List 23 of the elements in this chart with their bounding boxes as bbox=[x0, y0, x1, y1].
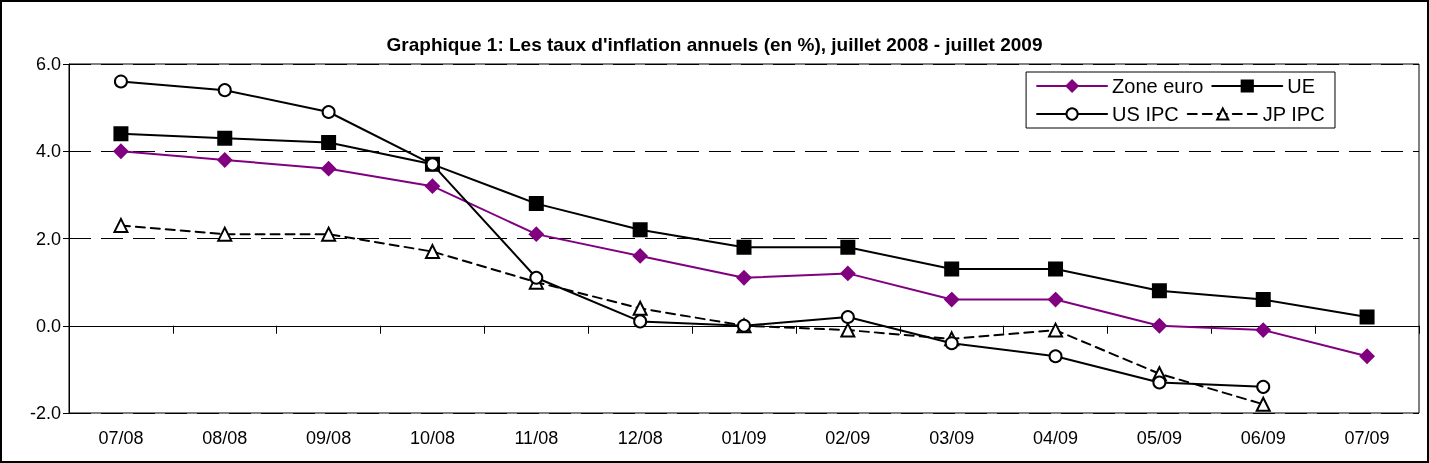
y-tick-label: 4.0 bbox=[35, 141, 61, 162]
x-tick-label: 04/09 bbox=[1033, 428, 1079, 448]
x-tick-label: 03/09 bbox=[929, 428, 975, 448]
x-tick-label: 07/08 bbox=[98, 428, 144, 448]
legend-label: Zone euro bbox=[1112, 75, 1204, 97]
legend-label: JP IPC bbox=[1262, 103, 1325, 125]
legend-label: UE bbox=[1287, 75, 1316, 97]
legend-label: US IPC bbox=[1112, 103, 1179, 125]
x-tick-label: 08/08 bbox=[202, 428, 248, 448]
x-tick-label: 11/08 bbox=[514, 428, 559, 448]
x-tick-label: 09/08 bbox=[306, 428, 352, 448]
y-tick-label: 2.0 bbox=[35, 228, 61, 249]
x-tick-label: 10/08 bbox=[409, 428, 455, 448]
x-tick-label: 01/09 bbox=[721, 428, 767, 448]
x-tick-label: 02/09 bbox=[825, 428, 871, 448]
chart-title: Graphique 1: Les taux d'inflation annuels (en %), juillet 2008 - juillet 2009 bbox=[386, 34, 1043, 55]
y-tick-label: 6.0 bbox=[35, 54, 61, 74]
x-tick-label: 05/09 bbox=[1136, 428, 1182, 448]
x-tick-label: 06/09 bbox=[1240, 428, 1286, 448]
y-tick-label: 0.0 bbox=[35, 315, 61, 336]
y-tick-label: -2.0 bbox=[29, 403, 61, 423]
x-tick-label: 07/09 bbox=[1344, 428, 1390, 448]
x-tick-label: 12/08 bbox=[617, 428, 663, 448]
